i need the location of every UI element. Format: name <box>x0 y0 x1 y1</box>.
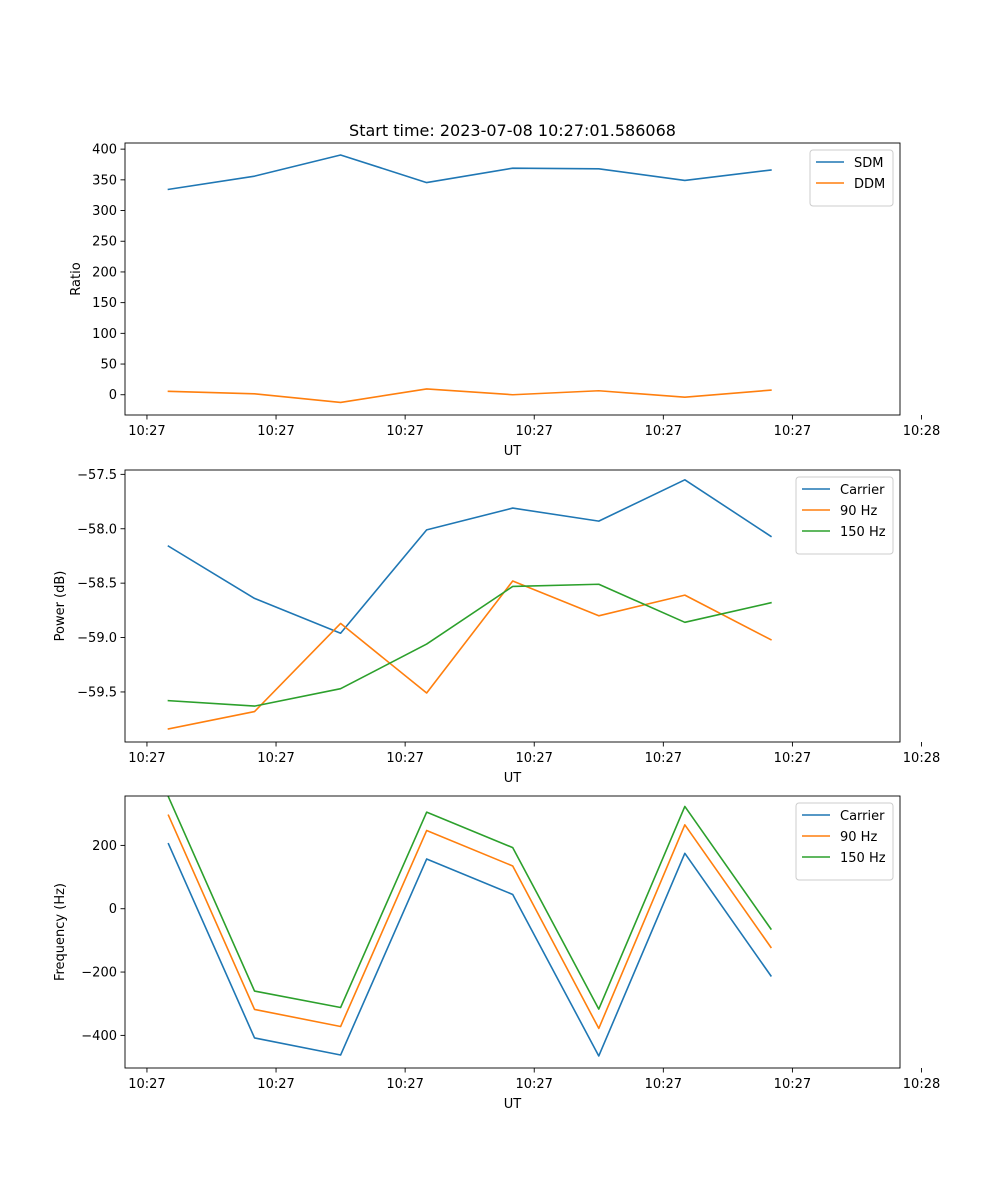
power-y-tick-label: −57.5 <box>77 468 117 483</box>
ratio-y-tick-label: 150 <box>92 296 117 311</box>
ratio-y-tick-label: 50 <box>100 358 117 373</box>
ratio-y-tick-label: 350 <box>92 173 117 188</box>
frequency-y-tick-label: −400 <box>81 1029 117 1044</box>
power-x-tick-label: 10:27 <box>257 751 294 766</box>
frequency-legend-label: 150 Hz <box>840 851 886 866</box>
frequency-x-tick-label: 10:27 <box>257 1077 294 1092</box>
power-x-tick-label: 10:27 <box>645 751 682 766</box>
power-legend: Carrier 90 Hz 150 Hz <box>795 476 894 555</box>
power-y-tick-label: −59.0 <box>77 631 117 646</box>
ratio-panel: 10:27 10:27 10:27 10:27 10:27 10:27 10:28 0 50 10… <box>69 121 940 459</box>
power-legend-box <box>795 476 894 555</box>
frequency-y-tick-label: 0 <box>109 902 117 917</box>
power-x-tick-label: 10:27 <box>128 751 165 766</box>
ratio-y-tick-label: 200 <box>92 265 117 280</box>
ratio-x-tick-label: 10:27 <box>386 424 423 439</box>
frequency-y-axis-label: Frequency (Hz) <box>53 883 68 981</box>
power-x-tick-label: 10:27 <box>515 751 552 766</box>
frequency-legend: Carrier 90 Hz 150 Hz <box>795 802 894 881</box>
ratio-x-tick-label: 10:28 <box>903 424 940 439</box>
frequency-series-line-150-hz <box>167 795 773 1010</box>
frequency-x-tick-label: 10:27 <box>515 1077 552 1092</box>
frequency-series-line-90-hz <box>167 814 773 1030</box>
ratio-x-tick-label: 10:27 <box>774 424 811 439</box>
power-series-line-90-hz <box>167 580 772 730</box>
power-y-tick-label: −58.0 <box>77 522 117 537</box>
frequency-x-tick-label: 10:27 <box>386 1077 423 1092</box>
ratio-legend-box <box>809 149 894 207</box>
ratio-y-tick-label: 100 <box>92 327 117 342</box>
frequency-legend-label: 90 Hz <box>840 830 877 845</box>
ratio-x-tick-label: 10:27 <box>515 424 552 439</box>
frequency-x-axis-label: UT <box>504 1097 522 1112</box>
ratio-x-axis-label: UT <box>504 444 522 459</box>
frequency-x-tick-label: 10:28 <box>903 1077 940 1092</box>
ratio-legend-label: SDM <box>854 156 883 171</box>
ratio-y-axis-label: Ratio <box>69 262 84 295</box>
ratio-x-tick-label: 10:27 <box>645 424 682 439</box>
frequency-panel: 10:27 10:27 10:27 10:27 10:27 10:27 10:28 −400 −… <box>53 795 940 1112</box>
power-y-tick-label: −59.5 <box>77 685 117 700</box>
frequency-x-tick-label: 10:27 <box>774 1077 811 1092</box>
power-x-axis-label: UT <box>504 771 522 786</box>
power-series-line-150-hz <box>167 583 772 707</box>
power-y-axis-label: Power (dB) <box>53 571 68 642</box>
ratio-y-tick-label: 250 <box>92 235 117 250</box>
ratio-y-tick-label: 400 <box>92 143 117 158</box>
frequency-series-line-carrier <box>167 842 773 1057</box>
ratio-x-tick-label: 10:27 <box>257 424 294 439</box>
ratio-axes-frame <box>124 142 901 416</box>
power-legend-label: 150 Hz <box>840 525 886 540</box>
frequency-legend-box <box>795 802 894 881</box>
ratio-chart-title: Start time: 2023-07-08 10:27:01.586068 <box>349 121 676 140</box>
ratio-legend-label: DDM <box>854 177 885 192</box>
ratio-x-tick-label: 10:27 <box>128 424 165 439</box>
ratio-y-tick-label: 300 <box>92 204 117 219</box>
power-axes-frame <box>124 469 901 743</box>
frequency-x-tick-label: 10:27 <box>128 1077 165 1092</box>
power-x-tick-label: 10:28 <box>903 751 940 766</box>
frequency-legend-label: Carrier <box>840 809 885 824</box>
ratio-legend: SDM DDM <box>809 149 894 207</box>
power-panel: 10:27 10:27 10:27 10:27 10:27 10:27 10:28 −59.5… <box>53 468 940 786</box>
ratio-series-line-ddm <box>167 388 772 404</box>
power-y-tick-label: −58.5 <box>77 577 117 592</box>
power-legend-label: Carrier <box>840 483 885 498</box>
power-legend-label: 90 Hz <box>840 504 877 519</box>
power-x-tick-label: 10:27 <box>774 751 811 766</box>
ratio-series-line-sdm <box>167 154 772 191</box>
ratio-y-tick-label: 0 <box>109 388 117 403</box>
power-series-line-carrier <box>167 478 773 635</box>
power-x-tick-label: 10:27 <box>386 751 423 766</box>
frequency-x-tick-label: 10:27 <box>645 1077 682 1092</box>
frequency-axes-frame <box>124 795 901 1069</box>
frequency-y-tick-label: 200 <box>92 839 117 854</box>
frequency-y-tick-label: −200 <box>81 966 117 981</box>
